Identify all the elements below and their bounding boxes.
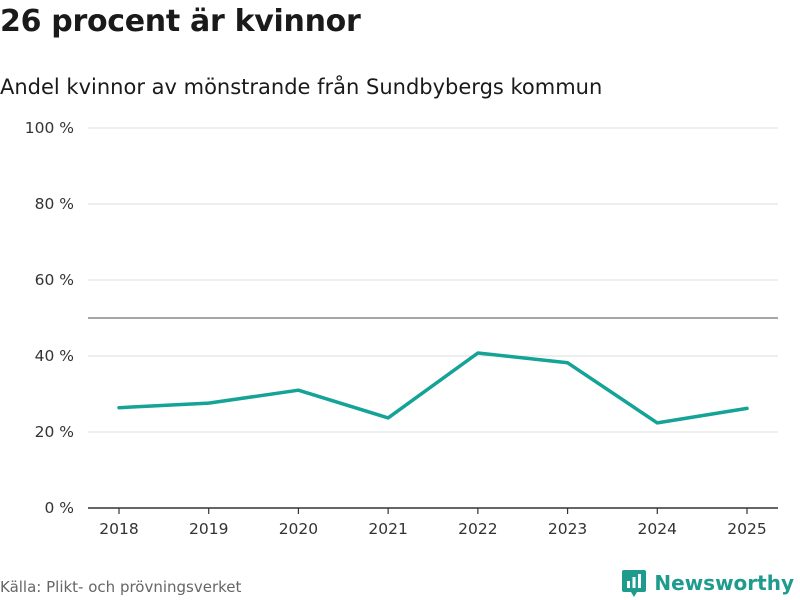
y-tick-label: 0 %	[44, 499, 74, 517]
y-tick-label: 40 %	[35, 347, 74, 365]
chart-title: 26 procent är kvinnor	[0, 4, 361, 39]
chart-subtitle: Andel kvinnor av mönstrande från Sundbyb…	[0, 75, 603, 99]
y-tick-label: 100 %	[25, 119, 74, 137]
series-line	[117, 351, 749, 425]
x-tick-label: 2019	[189, 520, 228, 538]
newsworthy-logo-icon	[622, 570, 647, 597]
y-tick-label: 80 %	[35, 195, 74, 213]
x-tick-label: 2021	[368, 520, 407, 538]
x-tick-label: 2020	[279, 520, 318, 538]
x-tick-label: 2023	[548, 520, 587, 538]
x-tick-label: 2025	[727, 520, 766, 538]
brand-name: Newsworthy	[654, 571, 794, 595]
line-chart: 0 % 20 % 40 % 60 % 80 % 100 % 2018 2019 2020 2021…	[25, 119, 778, 538]
x-tick-label: 2022	[458, 520, 497, 538]
source-note: Källa: Plikt- och prövningsverket	[0, 578, 242, 596]
x-tick-label: 2024	[638, 520, 677, 538]
y-tick-label: 60 %	[35, 271, 74, 289]
x-tick-label: 2018	[99, 520, 138, 538]
brand-logo: Newsworthy	[621, 568, 794, 598]
y-tick-label: 20 %	[35, 423, 74, 441]
